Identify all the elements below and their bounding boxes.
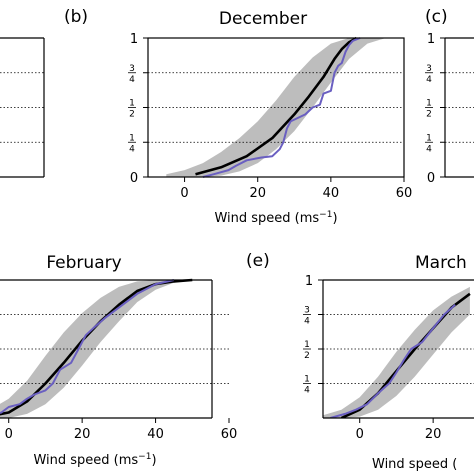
- x-tick-label: 60: [396, 186, 413, 201]
- y-tick-label: 1: [305, 274, 313, 289]
- y-tick-label: 0: [130, 171, 138, 186]
- x-tick-label: 0: [180, 186, 188, 201]
- svg-text:4: 4: [304, 386, 310, 396]
- panel-letter-b: (b): [64, 7, 88, 27]
- ensemble-band: [166, 38, 386, 177]
- uncertainty-band: [323, 286, 470, 418]
- y-tick-label: 1: [427, 32, 435, 47]
- svg-text:2: 2: [129, 110, 135, 120]
- svg-text:4: 4: [426, 144, 432, 154]
- chart-title: December: [219, 9, 307, 29]
- series-group: [195, 36, 361, 178]
- median-series-line: [195, 36, 358, 176]
- svg-text:4: 4: [129, 75, 135, 85]
- grid-lines: [0, 72, 44, 143]
- observed-series-line: [330, 304, 456, 418]
- x-ticks: 0 20 40 60: [180, 177, 412, 201]
- y-tick-label: 12: [425, 99, 433, 120]
- panel-d: 0 20 40 60 Wind speed (ms−1): [0, 278, 238, 468]
- y-tick-label: 12: [128, 99, 136, 120]
- x-tick-label: 40: [323, 186, 340, 201]
- y-tick-label: 14: [303, 375, 311, 396]
- svg-text:3: 3: [129, 64, 135, 74]
- y-tick-label: 14: [128, 133, 136, 154]
- series-group: [0, 278, 193, 416]
- grid-lines: [148, 72, 404, 143]
- series-group: [330, 292, 471, 418]
- chart-title: February: [46, 253, 121, 273]
- svg-text:4: 4: [304, 317, 310, 327]
- svg-text:3: 3: [426, 64, 432, 74]
- y-tick-label: 34: [425, 64, 433, 85]
- y-tick-label: 34: [128, 64, 136, 85]
- svg-text:4: 4: [426, 75, 432, 85]
- ensemble-band: [323, 286, 470, 418]
- observed-series-line: [0, 279, 175, 414]
- svg-text:1: 1: [426, 99, 432, 109]
- grid-lines: [445, 72, 474, 143]
- panel-letter-c: (c): [425, 7, 448, 27]
- svg-text:3: 3: [304, 306, 310, 316]
- x-tick-label: 20: [425, 427, 442, 442]
- x-tick-label: 0: [356, 427, 364, 442]
- x-axis-label: Wind speed (ms−1): [33, 452, 156, 468]
- x-ticks: 0 20: [356, 418, 442, 442]
- svg-text:2: 2: [426, 110, 432, 120]
- y-tick-label: 0: [427, 171, 435, 186]
- panel-letter-e: (e): [246, 251, 270, 271]
- svg-text:1: 1: [304, 340, 310, 350]
- x-axis-label: Wind speed (ms−1): [214, 210, 337, 226]
- observed-series-line: [202, 37, 361, 178]
- svg-text:4: 4: [129, 144, 135, 154]
- svg-text:1: 1: [129, 99, 135, 109]
- panel-a: [0, 37, 45, 178]
- x-tick-label: 0: [5, 427, 13, 442]
- x-ticks: 0 20 40 60: [5, 418, 238, 442]
- grid-lines: [323, 314, 474, 384]
- y-tick-label: 34: [303, 306, 311, 327]
- svg-text:1: 1: [426, 133, 432, 143]
- svg-text:2: 2: [304, 351, 310, 361]
- x-tick-label: 20: [74, 427, 91, 442]
- x-tick-label: 20: [249, 186, 266, 201]
- svg-text:1: 1: [129, 133, 135, 143]
- y-tick-label: 14: [425, 133, 433, 154]
- svg-text:1: 1: [304, 375, 310, 385]
- uncertainty-band: [166, 38, 386, 177]
- y-tick-label: 12: [303, 340, 311, 361]
- x-tick-label: 60: [221, 427, 238, 442]
- chart-title: March: [415, 253, 467, 273]
- x-tick-label: 40: [147, 427, 164, 442]
- x-axis-label: Wind speed (: [372, 457, 457, 472]
- y-tick-label: 1: [130, 32, 138, 47]
